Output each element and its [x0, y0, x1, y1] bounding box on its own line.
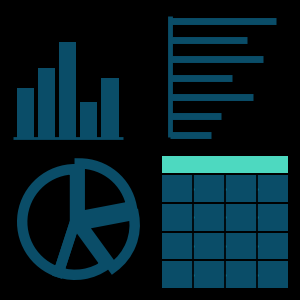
Bar	[101, 78, 118, 138]
Bar	[80, 102, 98, 138]
Bar	[59, 42, 76, 138]
Bar	[162, 175, 288, 202]
Bar	[162, 232, 288, 259]
Bar	[17, 88, 34, 138]
Bar	[162, 204, 288, 231]
Bar	[38, 68, 55, 138]
Bar	[162, 261, 288, 288]
Bar	[162, 156, 288, 173]
